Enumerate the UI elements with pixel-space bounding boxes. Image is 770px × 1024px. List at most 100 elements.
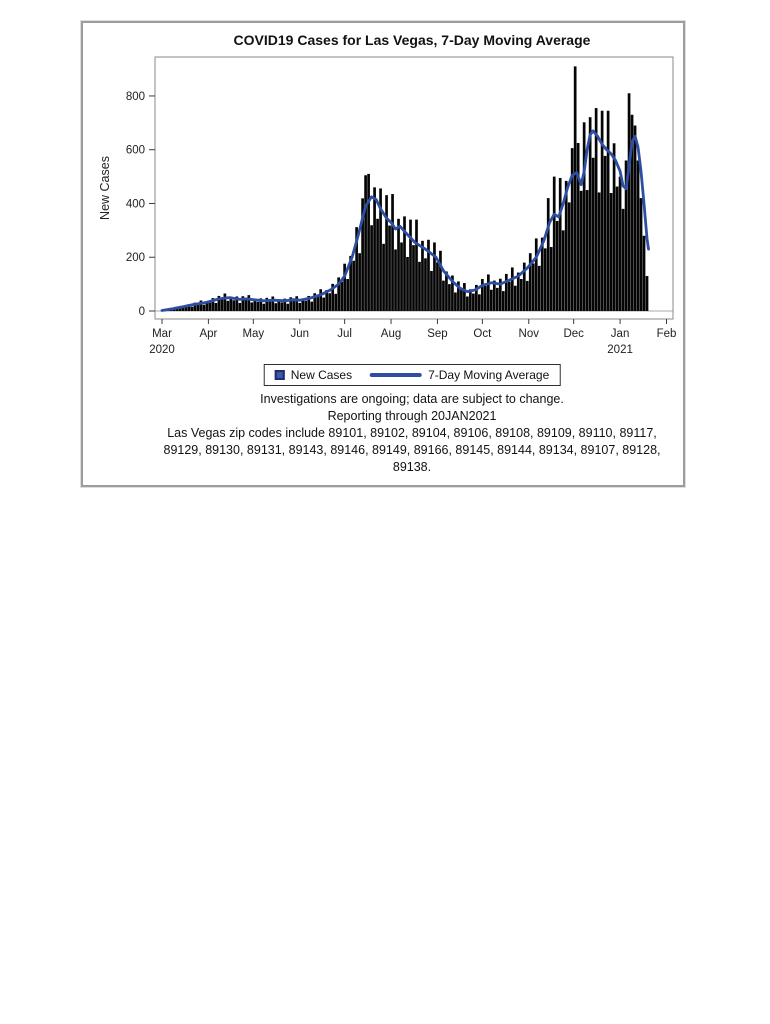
bar (510, 267, 514, 311)
bar (247, 295, 251, 311)
bar (543, 248, 547, 311)
bar (220, 298, 224, 311)
bar (211, 298, 215, 311)
new-cases-bars (160, 66, 649, 312)
bar (427, 239, 430, 311)
line-swatch-icon (370, 373, 423, 377)
bar (606, 110, 610, 312)
bar (555, 220, 559, 311)
bar (214, 302, 218, 311)
bar (513, 285, 517, 311)
bar (439, 250, 442, 311)
bar (442, 280, 445, 311)
bar (229, 296, 233, 311)
x-tick-label: Nov (519, 328, 540, 340)
bar (178, 308, 182, 311)
footnote-line: Investigations are ongoing; data are sub… (260, 392, 564, 406)
bar (334, 293, 337, 311)
bar (621, 208, 625, 311)
bar (424, 258, 427, 311)
x-tick-label: Dec (563, 328, 584, 340)
bar (445, 271, 448, 311)
footnote-line: 89138. (392, 460, 432, 474)
y-tick-label: 600 (126, 145, 145, 157)
bar (537, 265, 541, 311)
bar (484, 286, 487, 311)
bar (355, 227, 358, 311)
bar (570, 148, 574, 311)
bar (232, 300, 236, 311)
bar (409, 219, 412, 311)
legend-label-new-cases: New Cases (290, 368, 353, 382)
bar (481, 279, 484, 311)
bar (627, 93, 631, 312)
bar (412, 245, 415, 311)
bar (504, 273, 508, 311)
bar (472, 293, 475, 311)
bar (507, 281, 511, 311)
bar (241, 296, 245, 311)
bar (615, 186, 619, 311)
legend: New Cases 7-Day Moving Average (263, 364, 561, 386)
bar (253, 298, 257, 311)
bar (304, 300, 308, 311)
bar (582, 122, 586, 311)
footnote-line: Reporting through 20JAN2021 (327, 409, 497, 423)
bar (181, 306, 185, 311)
bar (528, 253, 532, 311)
bar (460, 290, 463, 311)
chart-title: COVID19 Cases for Las Vegas, 7-Day Movin… (233, 32, 591, 48)
bar (573, 66, 577, 311)
x-tick-label: Mar (152, 328, 172, 340)
x-tick-label: May (242, 328, 264, 340)
bar (406, 256, 409, 311)
bar (639, 198, 643, 311)
bar (624, 160, 628, 311)
bar (642, 235, 646, 311)
bar (205, 301, 209, 311)
bar (202, 304, 206, 311)
bar (466, 296, 469, 311)
bar (525, 280, 529, 311)
x-tick-year-label: 2021 (607, 344, 633, 356)
bar (322, 297, 326, 311)
bar (516, 272, 520, 311)
bar (295, 296, 299, 311)
bar (379, 188, 382, 311)
bar (645, 276, 649, 311)
y-axis: 0 200 400 600 800 (126, 91, 155, 318)
bar (361, 198, 364, 311)
bar (576, 143, 580, 311)
bar (618, 176, 622, 311)
bar (388, 225, 391, 311)
bar (457, 281, 460, 311)
bar (567, 202, 571, 311)
bar (588, 117, 592, 311)
bar (328, 293, 332, 311)
bar (633, 125, 637, 311)
footnotes: Investigations are ongoing; data are sub… (153, 391, 671, 476)
bar (475, 284, 478, 311)
y-tick-label: 0 (139, 306, 145, 318)
bar (489, 289, 493, 311)
bar (451, 275, 454, 311)
bar (226, 300, 230, 311)
bar (367, 173, 370, 311)
bar (433, 242, 436, 311)
bar (448, 284, 451, 311)
bar (382, 243, 385, 311)
bar (256, 301, 260, 311)
bar (271, 296, 275, 311)
bar (373, 187, 376, 311)
bar (558, 177, 562, 311)
x-axis: Mar 2020 Apr May Jun Jul Aug Sep Oct Nov Dec Jan 202… (149, 319, 676, 356)
bar (430, 270, 433, 311)
bar (549, 247, 553, 311)
bar (630, 114, 634, 311)
bar (552, 176, 556, 311)
bar (196, 304, 200, 311)
bar (208, 302, 212, 311)
x-tick-label: Apr (199, 328, 217, 340)
bar (636, 160, 640, 311)
